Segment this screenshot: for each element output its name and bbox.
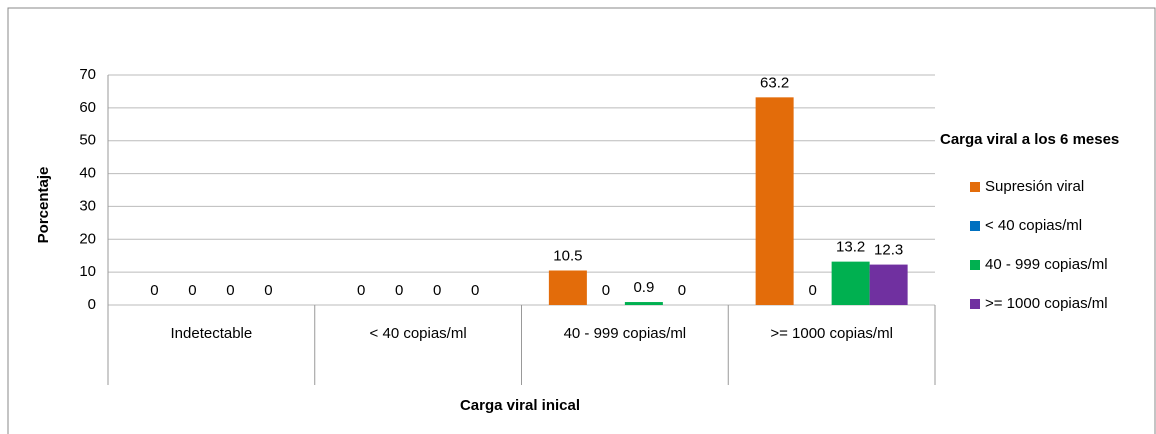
legend-swatch [970,221,980,231]
data-label: 0 [188,282,196,299]
data-label: 0 [678,282,686,299]
legend-label: Supresión viral [985,178,1084,195]
chart-frame [7,7,1156,434]
legend-label: 40 - 999 copias/ml [985,256,1108,273]
y-axis-label: Porcentaje [35,167,52,244]
data-label: 0 [433,282,441,299]
y-tick-label: 10 [79,263,96,280]
x-tick-label: >= 1000 copias/ml [770,325,893,342]
legend-title: Carga viral a los 6 meses [940,131,1119,148]
data-label: 63.2 [760,74,789,91]
legend-label: < 40 copias/ml [985,217,1082,234]
y-tick-label: 60 [79,99,96,116]
x-tick-label: < 40 copias/ml [370,325,467,342]
legend-swatch [970,260,980,270]
data-label: 0 [395,282,403,299]
data-label: 0 [150,282,158,299]
data-label: 0 [602,282,610,299]
data-label: 0 [471,282,479,299]
data-label: 10.5 [553,247,582,264]
x-tick-label: Indetectable [171,325,253,342]
y-tick-label: 0 [88,296,96,313]
legend-swatch [970,182,980,192]
data-label: 0 [226,282,234,299]
data-label: 13.2 [836,239,865,256]
y-tick-label: 70 [79,66,96,83]
x-tick-label: 40 - 999 copias/ml [564,325,687,342]
legend-swatch [970,299,980,309]
y-tick-label: 20 [79,230,96,247]
data-label: 0 [264,282,272,299]
bar [548,270,587,305]
x-axis-label: Carga viral inical [460,397,580,414]
data-label: 0.9 [633,279,654,296]
y-tick-label: 40 [79,165,96,182]
y-tick-label: 30 [79,197,96,214]
bar [755,97,794,305]
data-label: 0 [808,282,816,299]
y-tick-label: 50 [79,132,96,149]
data-label: 0 [357,282,365,299]
bar [869,264,908,305]
data-label: 12.3 [874,242,903,259]
bar [624,302,663,305]
bar [831,261,870,305]
legend-label: >= 1000 copias/ml [985,295,1108,312]
